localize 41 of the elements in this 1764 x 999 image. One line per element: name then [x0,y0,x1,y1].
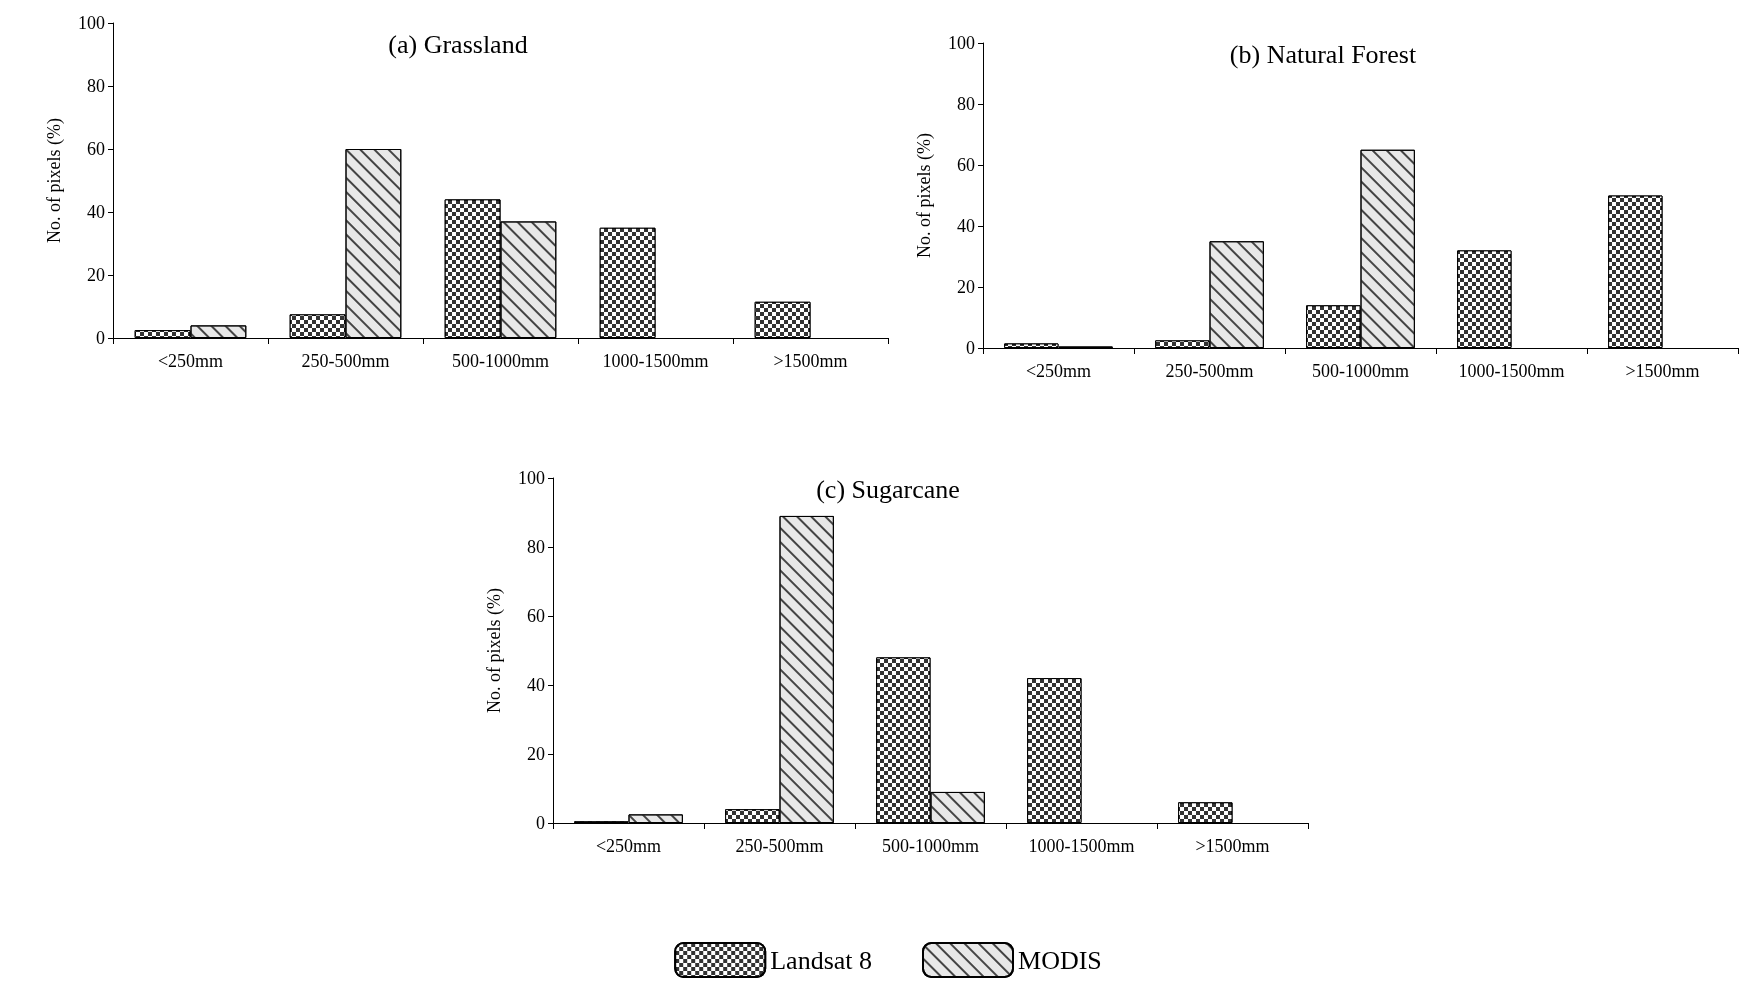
x-tick-label: 500-1000mm [1312,361,1409,381]
y-tick-label: 100 [948,33,975,53]
x-tick-label: >1500mm [1195,836,1270,856]
x-tick-label: >1500mm [773,351,848,371]
y-tick-label: 60 [527,606,545,626]
y-tick-label: 20 [527,744,545,764]
x-tick-label: 1000-1500mm [1458,361,1565,381]
x-tick-label: >1500mm [1625,361,1700,381]
y-axis-title: No. of pixels (%) [484,588,505,713]
chart-title: (a) Grassland [388,29,528,59]
x-tick-label: <250mm [595,836,662,856]
y-tick-label: 40 [527,675,545,695]
y-tick-label: 80 [957,94,975,114]
y-tick-label: 100 [78,13,105,33]
y-tick-label: 20 [957,277,975,297]
y-tick-label: 0 [966,338,975,358]
y-axis-title: No. of pixels (%) [914,133,935,258]
y-tick-label: 40 [87,202,105,222]
x-tick-label: 1000-1500mm [1028,836,1135,856]
y-tick-label: 100 [518,468,545,488]
legend-label: Landsat 8 [770,945,873,975]
x-tick-label: 250-500mm [735,836,824,856]
chart-title: (c) Sugarcane [816,474,960,504]
x-tick-label: 500-1000mm [452,351,549,371]
x-tick-label: 250-500mm [1165,361,1254,381]
chart-title: (b) Natural Forest [1229,39,1417,69]
y-tick-label: 40 [957,216,975,236]
y-axis-title: No. of pixels (%) [44,118,65,243]
x-tick-label: <250mm [157,351,224,371]
y-tick-label: 0 [536,813,545,833]
x-tick-label: 250-500mm [301,351,390,371]
y-tick-label: 60 [87,139,105,159]
y-tick-label: 80 [87,76,105,96]
x-tick-label: 1000-1500mm [602,351,709,371]
x-tick-label: <250mm [1025,361,1092,381]
y-tick-label: 0 [96,328,105,348]
x-tick-label: 500-1000mm [882,836,979,856]
legend-label: MODIS [1018,945,1102,975]
y-tick-label: 60 [957,155,975,175]
y-tick-label: 80 [527,537,545,557]
y-tick-label: 20 [87,265,105,285]
